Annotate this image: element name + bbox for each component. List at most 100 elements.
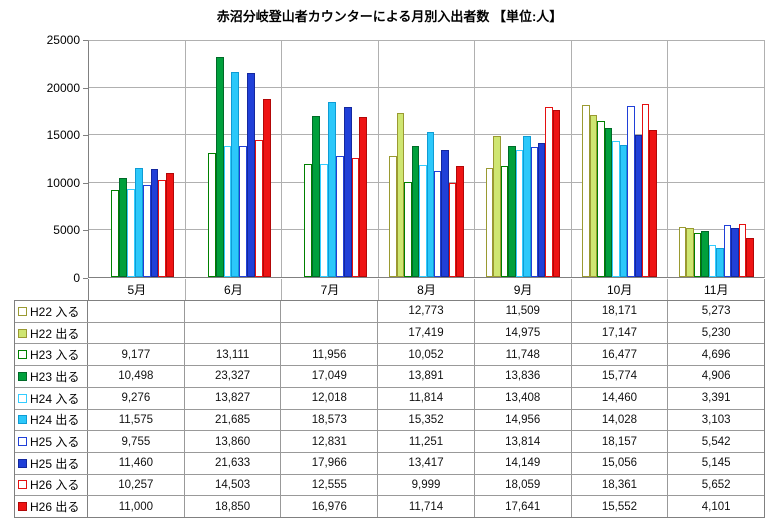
bar	[223, 146, 232, 277]
legend-cell: H23 出る	[15, 366, 88, 387]
table-cell: 3,103	[701, 413, 731, 426]
bar	[708, 245, 717, 277]
y-axis-tick-label: 0	[73, 271, 80, 285]
bar	[686, 227, 694, 277]
table-cell: 14,975	[475, 322, 572, 344]
category-column	[572, 41, 669, 277]
legend-marker-icon	[18, 458, 27, 468]
bar	[582, 105, 590, 277]
bar	[254, 140, 263, 277]
table-cell: 11,000	[88, 496, 185, 518]
bar-group	[293, 41, 368, 277]
bar	[247, 72, 255, 277]
table-cell: 14,956	[475, 409, 572, 431]
bar	[304, 164, 313, 277]
y-axis-tick-mark	[83, 182, 88, 184]
table-cell: 13,860	[185, 431, 282, 452]
x-axis-label: 9月	[475, 279, 572, 300]
y-axis-tick-label: 20000	[46, 80, 80, 95]
table-cell: 12,831	[281, 431, 379, 452]
y-axis-tick-mark	[83, 40, 88, 41]
bar	[411, 145, 420, 277]
bar	[649, 130, 657, 277]
table-cell: 10,052	[378, 344, 475, 366]
table-row: H22 入る 12,773 11,509 18,171 5,273	[15, 301, 764, 323]
table-cell: 10,498	[88, 366, 185, 387]
bar-group	[196, 41, 271, 277]
y-axis-tick-label: 10000	[46, 175, 80, 190]
table-cell: 14,028	[572, 409, 669, 431]
category-column	[379, 41, 476, 277]
table-cell	[281, 322, 379, 344]
bar	[359, 116, 368, 277]
legend-marker-icon	[18, 393, 27, 403]
bar	[693, 232, 702, 277]
bar	[642, 103, 650, 277]
table-cell: 9,999	[378, 474, 475, 496]
legend-label: H22 入る	[30, 304, 80, 319]
table-cell: 15,056	[572, 452, 669, 474]
table-cell: 16,976	[281, 496, 379, 518]
table-cell	[281, 301, 379, 322]
bar	[327, 101, 336, 277]
bar	[493, 135, 501, 277]
table-cell	[185, 301, 282, 322]
legend-label: H22 出る	[30, 326, 80, 341]
table-cell	[185, 322, 282, 344]
bar	[262, 99, 271, 277]
table-cell: 10,257	[88, 474, 185, 496]
table-cell: 15,352	[378, 409, 475, 431]
table-cell: 3,391	[701, 392, 731, 405]
bar	[419, 165, 427, 277]
bar	[158, 180, 167, 277]
table-cell: 5,145	[701, 457, 731, 470]
table-cell: 11,714	[378, 496, 475, 518]
table-row: H23 入る 9,177 13,111 11,956 10,052 11,748 16,47…	[15, 344, 764, 367]
table-cell: 9,755	[88, 431, 185, 452]
bar	[731, 228, 739, 277]
bar	[485, 168, 494, 277]
bar	[537, 143, 546, 277]
bar-group	[100, 41, 175, 277]
bar	[312, 116, 321, 277]
table-cell: 4,906	[701, 370, 731, 383]
category-column	[282, 41, 379, 277]
table-cell: 18,157	[572, 431, 669, 452]
table-cell: 14,503	[185, 474, 282, 496]
legend-cell: H23 入る	[15, 344, 88, 366]
table-row: H24 出る 11,575 21,685 18,573 15,352 14,956 14,0…	[15, 409, 764, 432]
legend-marker-icon	[18, 437, 27, 447]
table-cell: 5,273	[701, 305, 731, 318]
table-cell: 12,018	[281, 387, 379, 409]
table-row: H25 入る 9,755 13,860 12,831 11,251 13,814 18,15…	[15, 431, 764, 453]
bar	[150, 168, 159, 277]
bar-group	[485, 41, 561, 277]
table-row: H24 入る 9,276 13,827 12,018 11,814 13,408 14,46…	[15, 387, 764, 410]
bar	[723, 224, 732, 277]
bar	[134, 167, 143, 277]
y-axis-tick-label: 25000	[46, 33, 80, 47]
table-cell: 17,147	[572, 322, 669, 344]
legend-label: H23 出る	[30, 369, 80, 384]
bar	[701, 230, 709, 277]
legend-cell: H22 入る	[15, 301, 88, 322]
bar	[678, 227, 687, 277]
legend-label: H24 出る	[30, 413, 80, 428]
category-column	[186, 41, 283, 277]
table-cell: 13,111	[185, 344, 282, 366]
bar	[456, 166, 464, 277]
legend-cell: H22 出る	[15, 322, 88, 344]
table-cell: 15,552	[572, 496, 669, 518]
bar	[335, 155, 344, 277]
table-cell: 13,408	[475, 387, 572, 409]
legend-label: H23 入る	[30, 348, 80, 363]
table-cell: 11,575	[88, 409, 185, 431]
legend-marker-icon	[18, 502, 27, 512]
x-axis-label: 10月	[572, 279, 669, 300]
bar	[231, 72, 240, 277]
bar-group	[389, 41, 464, 277]
table-cell: 12,773	[378, 301, 475, 322]
bar	[441, 150, 449, 277]
bar	[634, 134, 643, 277]
